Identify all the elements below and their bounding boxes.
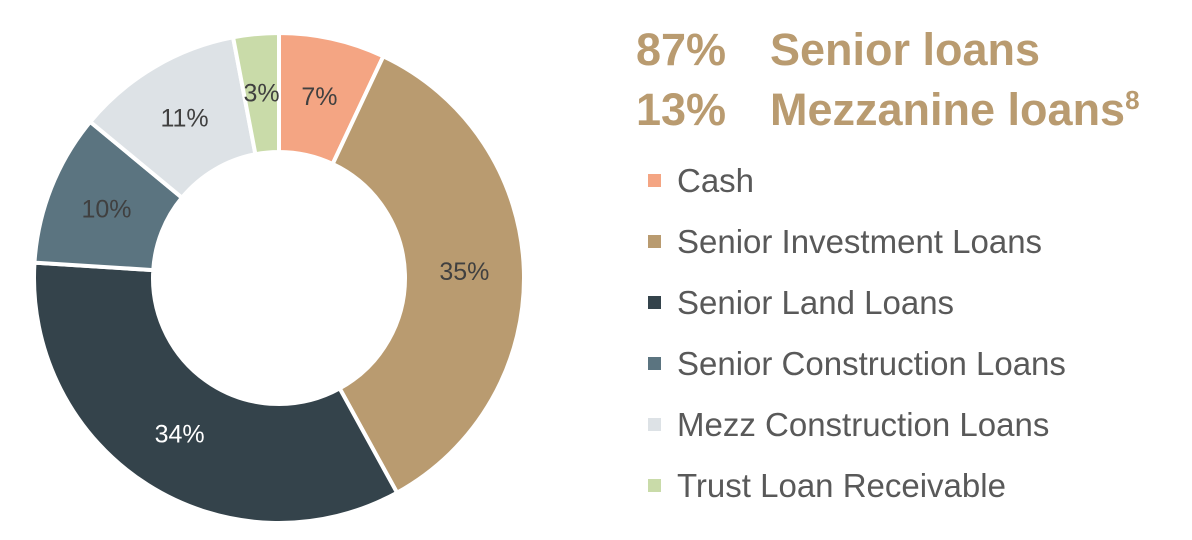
legend-item-trust-loan-receivable: Trust Loan Receivable bbox=[648, 455, 1188, 516]
legend-label: Senior Investment Loans bbox=[677, 222, 1043, 260]
chart-legend: Cash Senior Investment Loans Senior Land L… bbox=[648, 150, 1188, 516]
footnote-marker: 8 bbox=[1125, 85, 1140, 115]
legend-swatch bbox=[648, 418, 661, 431]
legend-swatch bbox=[648, 479, 661, 492]
legend-swatch bbox=[648, 174, 661, 187]
slice-label-senior-land-loans: 34% bbox=[155, 421, 205, 449]
legend-swatch bbox=[648, 235, 661, 248]
summary-percent: 87% bbox=[636, 24, 727, 75]
slice-label-cash: 7% bbox=[301, 83, 337, 111]
legend-label: Senior Construction Loans bbox=[677, 344, 1066, 382]
legend-item-mezz-construction-loans: Mezz Construction Loans bbox=[648, 394, 1188, 455]
legend-label: Cash bbox=[677, 161, 755, 199]
donut-slice-senior-investment-loans bbox=[329, 53, 526, 496]
legend-swatch bbox=[648, 357, 661, 370]
summary-row: 87% Senior loans bbox=[636, 20, 1186, 80]
legend-label: Trust Loan Receivable bbox=[677, 466, 1006, 504]
legend-swatch bbox=[648, 296, 661, 309]
summary-row: 13% Mezzanine loans8 bbox=[636, 80, 1186, 140]
legend-label: Mezz Construction Loans bbox=[677, 405, 1050, 443]
legend-item-senior-investment-loans: Senior Investment Loans bbox=[648, 211, 1188, 272]
summary-label: Mezzanine loans8 bbox=[770, 84, 1140, 135]
slice-label-trust-loan-receivable: 3% bbox=[243, 79, 279, 107]
donut-chart-svg: 7% 35% 34% 10% 11% 3% bbox=[32, 30, 526, 525]
donut-slice-trust-loan-receivable bbox=[230, 30, 281, 157]
slice-label-senior-investment-loans: 35% bbox=[439, 258, 489, 286]
legend-label: Senior Land Loans bbox=[677, 283, 955, 321]
loan-type-summary: 87% Senior loans 13% Mezzanine loans8 bbox=[636, 20, 1186, 140]
legend-item-cash: Cash bbox=[648, 150, 1188, 211]
slice-label-mezz-construction-loans: 11% bbox=[160, 104, 208, 132]
summary-label: Senior loans bbox=[770, 24, 1041, 75]
slice-label-senior-construction-loans: 10% bbox=[82, 196, 132, 224]
donut-chart: 7% 35% 34% 10% 11% 3% bbox=[0, 0, 560, 540]
legend-item-senior-construction-loans: Senior Construction Loans bbox=[648, 333, 1188, 394]
summary-percent: 13% bbox=[636, 84, 727, 135]
donut-slice-senior-land-loans bbox=[32, 260, 400, 525]
legend-item-senior-land-loans: Senior Land Loans bbox=[648, 272, 1188, 333]
